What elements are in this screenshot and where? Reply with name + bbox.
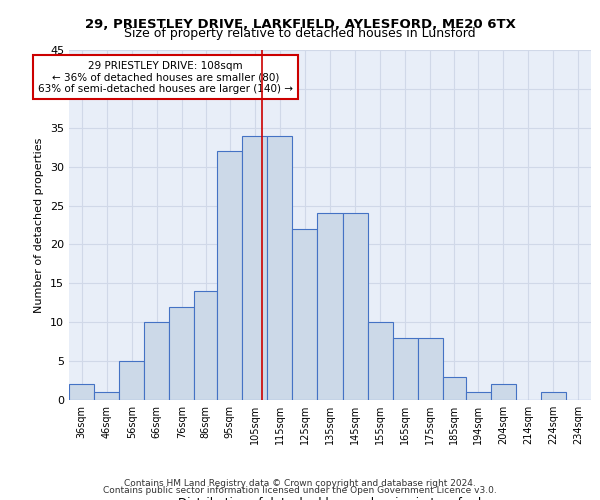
Bar <box>217 151 242 400</box>
Bar <box>119 361 144 400</box>
Bar <box>491 384 516 400</box>
Text: Contains HM Land Registry data © Crown copyright and database right 2024.: Contains HM Land Registry data © Crown c… <box>124 478 476 488</box>
Bar <box>69 384 94 400</box>
Bar <box>169 306 194 400</box>
Bar <box>541 392 566 400</box>
Bar <box>393 338 418 400</box>
Text: Size of property relative to detached houses in Lunsford: Size of property relative to detached ho… <box>124 28 476 40</box>
Bar <box>144 322 169 400</box>
Text: 29, PRIESTLEY DRIVE, LARKFIELD, AYLESFORD, ME20 6TX: 29, PRIESTLEY DRIVE, LARKFIELD, AYLESFOR… <box>85 18 515 30</box>
Text: Contains public sector information licensed under the Open Government Licence v3: Contains public sector information licen… <box>103 486 497 495</box>
Bar <box>343 214 368 400</box>
X-axis label: Distribution of detached houses by size in Lunsford: Distribution of detached houses by size … <box>178 497 482 500</box>
Text: 29 PRIESTLEY DRIVE: 108sqm
← 36% of detached houses are smaller (80)
63% of semi: 29 PRIESTLEY DRIVE: 108sqm ← 36% of deta… <box>38 60 293 94</box>
Bar <box>317 214 343 400</box>
Bar <box>368 322 393 400</box>
Bar <box>466 392 491 400</box>
Bar <box>267 136 292 400</box>
Bar <box>292 229 317 400</box>
Bar <box>418 338 443 400</box>
Bar <box>443 376 466 400</box>
Y-axis label: Number of detached properties: Number of detached properties <box>34 138 44 312</box>
Bar <box>242 136 267 400</box>
Bar <box>194 291 217 400</box>
Bar <box>94 392 119 400</box>
